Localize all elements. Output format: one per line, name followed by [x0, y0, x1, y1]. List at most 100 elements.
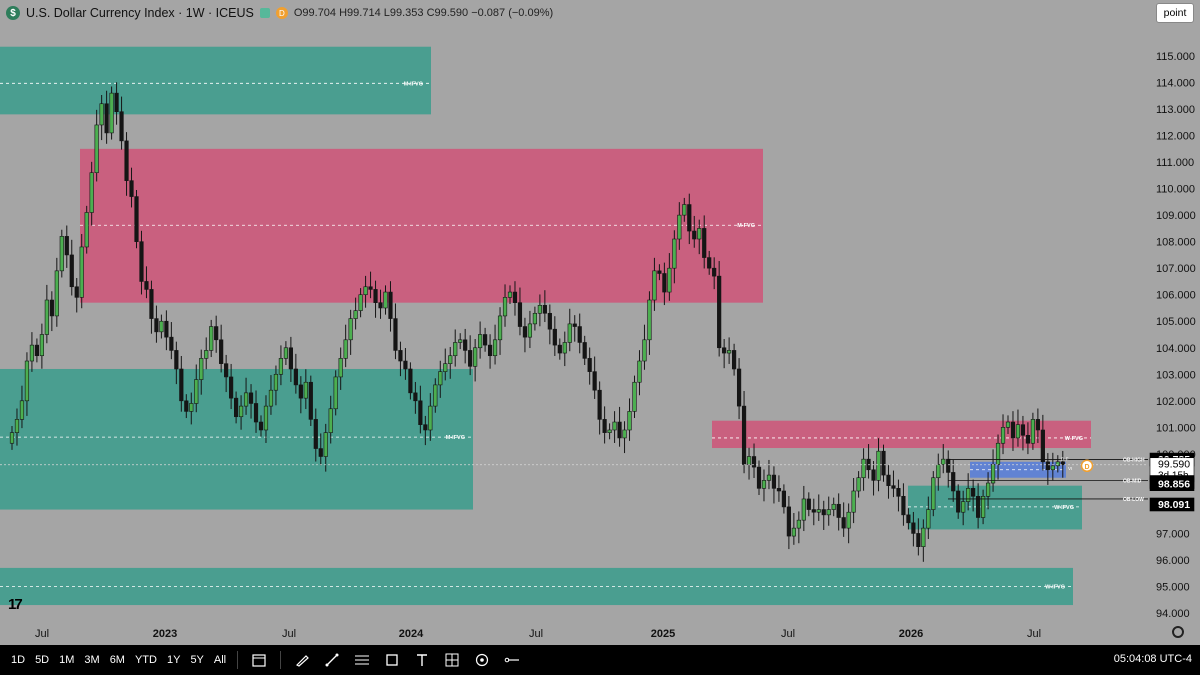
candle-body: [473, 347, 478, 367]
candle-body: [936, 464, 941, 479]
calendar-range-icon[interactable]: [244, 653, 274, 667]
candle-body: [766, 474, 772, 481]
brush-icon[interactable]: [287, 653, 317, 667]
measure-icon[interactable]: [437, 653, 467, 667]
time-axis[interactable]: Jul 2023 Jul 2024 Jul 2025 Jul 2026 Jul: [35, 628, 1041, 640]
candle-body: [243, 392, 249, 407]
tf-ytd[interactable]: YTD: [134, 654, 157, 666]
candle-body: [9, 432, 15, 444]
tf-all[interactable]: All: [213, 654, 227, 666]
candle-body: [592, 371, 597, 391]
candle-body: [597, 389, 602, 420]
price-tick: 110.000: [1156, 184, 1195, 196]
tf-1d[interactable]: 1D: [11, 654, 26, 666]
candle-body: [184, 400, 189, 412]
candle-body: [682, 204, 687, 216]
candle-body: [19, 400, 25, 420]
candle-body: [727, 350, 732, 354]
candle-body: [54, 270, 59, 317]
candle-body: [662, 273, 667, 293]
zone-green: [0, 46, 431, 115]
candle-body: [632, 381, 637, 412]
rectangle-icon[interactable]: [377, 653, 407, 667]
candle-body: [776, 488, 782, 492]
candle-body: [562, 342, 567, 354]
candle-body: [318, 448, 323, 457]
trendline-icon[interactable]: [317, 653, 347, 667]
candle-body: [985, 482, 991, 497]
candle-body: [159, 320, 164, 333]
price-label-value: 98.856: [1158, 479, 1190, 491]
candle-body: [851, 490, 856, 513]
data-badge: D: [275, 7, 288, 19]
zone-label: M-FVG: [737, 223, 755, 229]
minus-line-icon[interactable]: [497, 653, 527, 667]
candle-body: [537, 305, 542, 314]
candle-layer: [9, 82, 1065, 562]
candle-body: [104, 103, 109, 134]
candle-body: [69, 254, 74, 288]
candle-body: [139, 241, 144, 282]
candle-body: [214, 326, 219, 341]
candle-body: [84, 212, 89, 248]
candle-body: [74, 286, 79, 298]
zone-label: W-IFVG: [1045, 584, 1065, 590]
candle-body: [906, 514, 911, 524]
candle-body: [901, 495, 906, 516]
toolbar-divider: [280, 651, 282, 669]
price-tick: 95.000: [1156, 581, 1190, 593]
candle-body: [423, 424, 428, 431]
eye-icon[interactable]: [467, 653, 497, 667]
time-tick: 2026: [899, 628, 923, 640]
point-button[interactable]: point: [1156, 3, 1194, 23]
candle-body: [343, 339, 348, 359]
candle-body: [134, 196, 139, 242]
price-axis[interactable]: 94.00095.00096.00097.00098.00099.000100.…: [1149, 51, 1196, 620]
candle-body: [224, 363, 229, 378]
tf-1m[interactable]: 1M: [59, 654, 75, 666]
candle-body: [24, 360, 30, 402]
candle-body: [408, 368, 413, 394]
candle-body: [801, 498, 806, 521]
clock-readout[interactable]: 05:04:08 UTC-4: [1113, 653, 1192, 665]
candle-body: [512, 291, 518, 303]
price-chart[interactable]: M-IFVG M-FVG M-IFVG W-FVG W-IFVG W-IFVG OB-HI…: [0, 0, 1200, 645]
fib-icon[interactable]: [347, 653, 377, 667]
candle-body: [637, 360, 642, 383]
candle-body: [328, 408, 333, 433]
tf-1y[interactable]: 1Y: [166, 654, 181, 666]
zone-label: W-IFVG: [1054, 505, 1074, 511]
candle-body: [1055, 461, 1060, 467]
candle-body: [59, 236, 64, 272]
candle-body: [438, 371, 443, 386]
candle-body: [722, 347, 727, 354]
candle-body: [1005, 421, 1011, 428]
candle-body: [567, 323, 572, 343]
tf-5y[interactable]: 5Y: [190, 654, 204, 666]
candle-body: [532, 312, 537, 325]
candle-body: [946, 458, 951, 473]
candle-body: [338, 358, 343, 378]
candle-body: [234, 397, 239, 418]
price-tick: 106.000: [1156, 290, 1196, 302]
candle-body: [238, 405, 244, 418]
candle-body: [841, 517, 846, 529]
tf-5d[interactable]: 5D: [35, 654, 50, 666]
candle-body: [333, 376, 338, 410]
candle-body: [453, 342, 458, 357]
candle-body: [44, 299, 49, 335]
text-icon[interactable]: [407, 653, 437, 667]
price-label-box: [1149, 497, 1195, 512]
tf-3m[interactable]: 3M: [84, 654, 100, 666]
candle-body: [179, 368, 184, 402]
time-tick: Jul: [282, 628, 296, 640]
symbol-title[interactable]: U.S. Dollar Currency Index · 1W · ICEUS: [26, 6, 254, 20]
gear-icon[interactable]: [1172, 626, 1184, 638]
price-tick: 109.000: [1156, 210, 1196, 222]
candle-body: [786, 506, 791, 537]
candle-body: [542, 305, 547, 314]
tf-6m[interactable]: 6M: [109, 654, 125, 666]
candle-body: [647, 299, 652, 341]
candle-body: [761, 480, 767, 489]
candle-body: [34, 344, 39, 357]
